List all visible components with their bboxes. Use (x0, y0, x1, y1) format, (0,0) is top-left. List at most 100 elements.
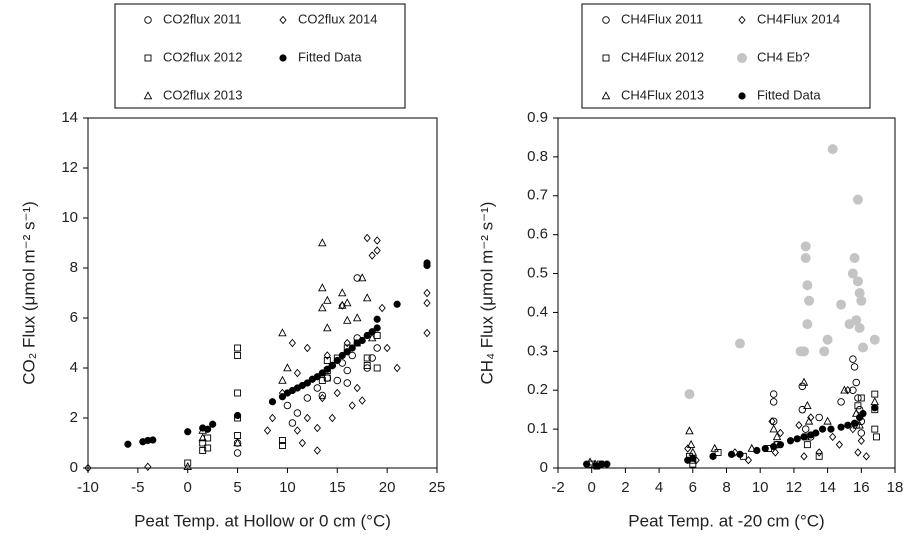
marker-diamond (328, 413, 336, 423)
marker-diamond (353, 383, 361, 393)
y-tick-label: 0 (540, 459, 548, 476)
marker-diamond (835, 440, 843, 449)
marker-diamond (776, 428, 785, 438)
x-tick-label: 20 (379, 479, 396, 496)
marker-diamond (358, 396, 366, 405)
marker-filled (871, 404, 879, 412)
marker-filled (393, 300, 401, 308)
legend-label: CO2flux 2013 (163, 87, 243, 102)
marker-filled (737, 53, 747, 63)
marker-filled (368, 328, 376, 336)
marker-circle (798, 405, 807, 414)
marker-filled (859, 409, 867, 418)
marker-filled (837, 423, 845, 431)
marker-circle (283, 401, 292, 410)
marker-diamond (84, 463, 92, 473)
marker-triangle (338, 288, 347, 297)
marker-triangle (367, 333, 377, 342)
marker-diamond (393, 363, 401, 373)
marker-circle (798, 382, 807, 391)
marker-triangle (278, 328, 287, 337)
marker-filled (827, 425, 835, 433)
marker-filled (684, 389, 695, 400)
marker-triangle (855, 420, 864, 429)
marker-triangle (318, 283, 327, 292)
marker-triangle (198, 433, 207, 442)
marker-triangle (318, 303, 327, 312)
marker-filled (850, 419, 859, 427)
marker-diamond (298, 438, 306, 448)
marker-filled (333, 356, 341, 365)
marker-triangle (278, 375, 287, 384)
marker-filled (373, 324, 381, 332)
marker-square (854, 402, 862, 410)
marker-filled (689, 454, 697, 462)
y-tick-label: 12 (61, 159, 78, 176)
marker-filled (318, 369, 326, 377)
marker-diamond (368, 251, 376, 260)
marker-filled (727, 450, 736, 458)
marker-filled (303, 379, 311, 387)
marker-circle (343, 379, 352, 387)
marker-diamond (807, 413, 815, 422)
x-axis-title: Peat Temp. at -20 cm (°C) (628, 511, 824, 530)
legend-label: CH4Flux 2014 (757, 11, 840, 26)
marker-filled (800, 241, 811, 252)
marker-square (318, 377, 326, 384)
marker-square (803, 441, 811, 449)
marker-filled (857, 342, 868, 353)
marker-triangle (685, 426, 694, 435)
marker-filled (268, 398, 277, 406)
marker-diamond (383, 343, 391, 353)
marker-triangle (323, 323, 332, 332)
marker-diamond (829, 432, 837, 442)
marker-diamond (303, 413, 311, 423)
marker-filled (852, 194, 863, 205)
marker-triangle (343, 298, 352, 307)
y-tick-label: 0 (70, 459, 78, 476)
marker-diamond (373, 246, 381, 255)
y-tick-label: 0.7 (527, 187, 548, 204)
legend: CO2flux 2011 CO2flux 2012 CO2flux 2013 CO2f… (114, 3, 406, 109)
y-tick-label: 0.3 (527, 342, 548, 359)
marker-square (873, 433, 880, 441)
x-tick-label: 0 (588, 479, 596, 496)
marker-filled (373, 315, 381, 323)
marker-triangle (323, 295, 332, 304)
x-tick-label: 14 (819, 479, 836, 496)
marker-diamond (348, 401, 356, 410)
y-tick-label: 10 (61, 209, 78, 226)
marker-triangle (352, 313, 362, 322)
x-tick-label: 2 (621, 479, 629, 496)
legend-label: CH4Flux 2013 (621, 87, 704, 102)
marker-diamond (795, 421, 803, 430)
marker-diamond (343, 338, 351, 348)
legend-label: CO2flux 2014 (298, 11, 378, 26)
marker-square (871, 425, 879, 433)
marker-filled (328, 361, 336, 370)
marker-diamond (338, 301, 346, 310)
marker-diamond (768, 417, 776, 426)
series (124, 259, 431, 448)
marker-filled (812, 429, 820, 437)
marker-diamond (288, 338, 297, 348)
marker-filled (753, 446, 761, 455)
y-tick-label: 0.2 (527, 381, 548, 398)
marker-circle (348, 351, 356, 360)
marker-filled (818, 425, 827, 433)
marker-diamond (862, 452, 870, 461)
marker-circle (769, 390, 778, 398)
x-tick-label: 8 (722, 479, 730, 496)
marker-filled (854, 323, 865, 333)
marker-filled (852, 276, 863, 287)
marker-filled (827, 144, 838, 155)
marker-circle (144, 16, 152, 24)
marker-diamond (771, 448, 779, 457)
marker-square (815, 452, 823, 460)
marker-filled (734, 338, 745, 349)
legend-label: CO2flux 2011 (163, 11, 242, 26)
marker-diamond (303, 343, 311, 353)
marker-filled (836, 299, 847, 310)
marker-square (363, 362, 371, 369)
marker-filled (709, 452, 717, 460)
